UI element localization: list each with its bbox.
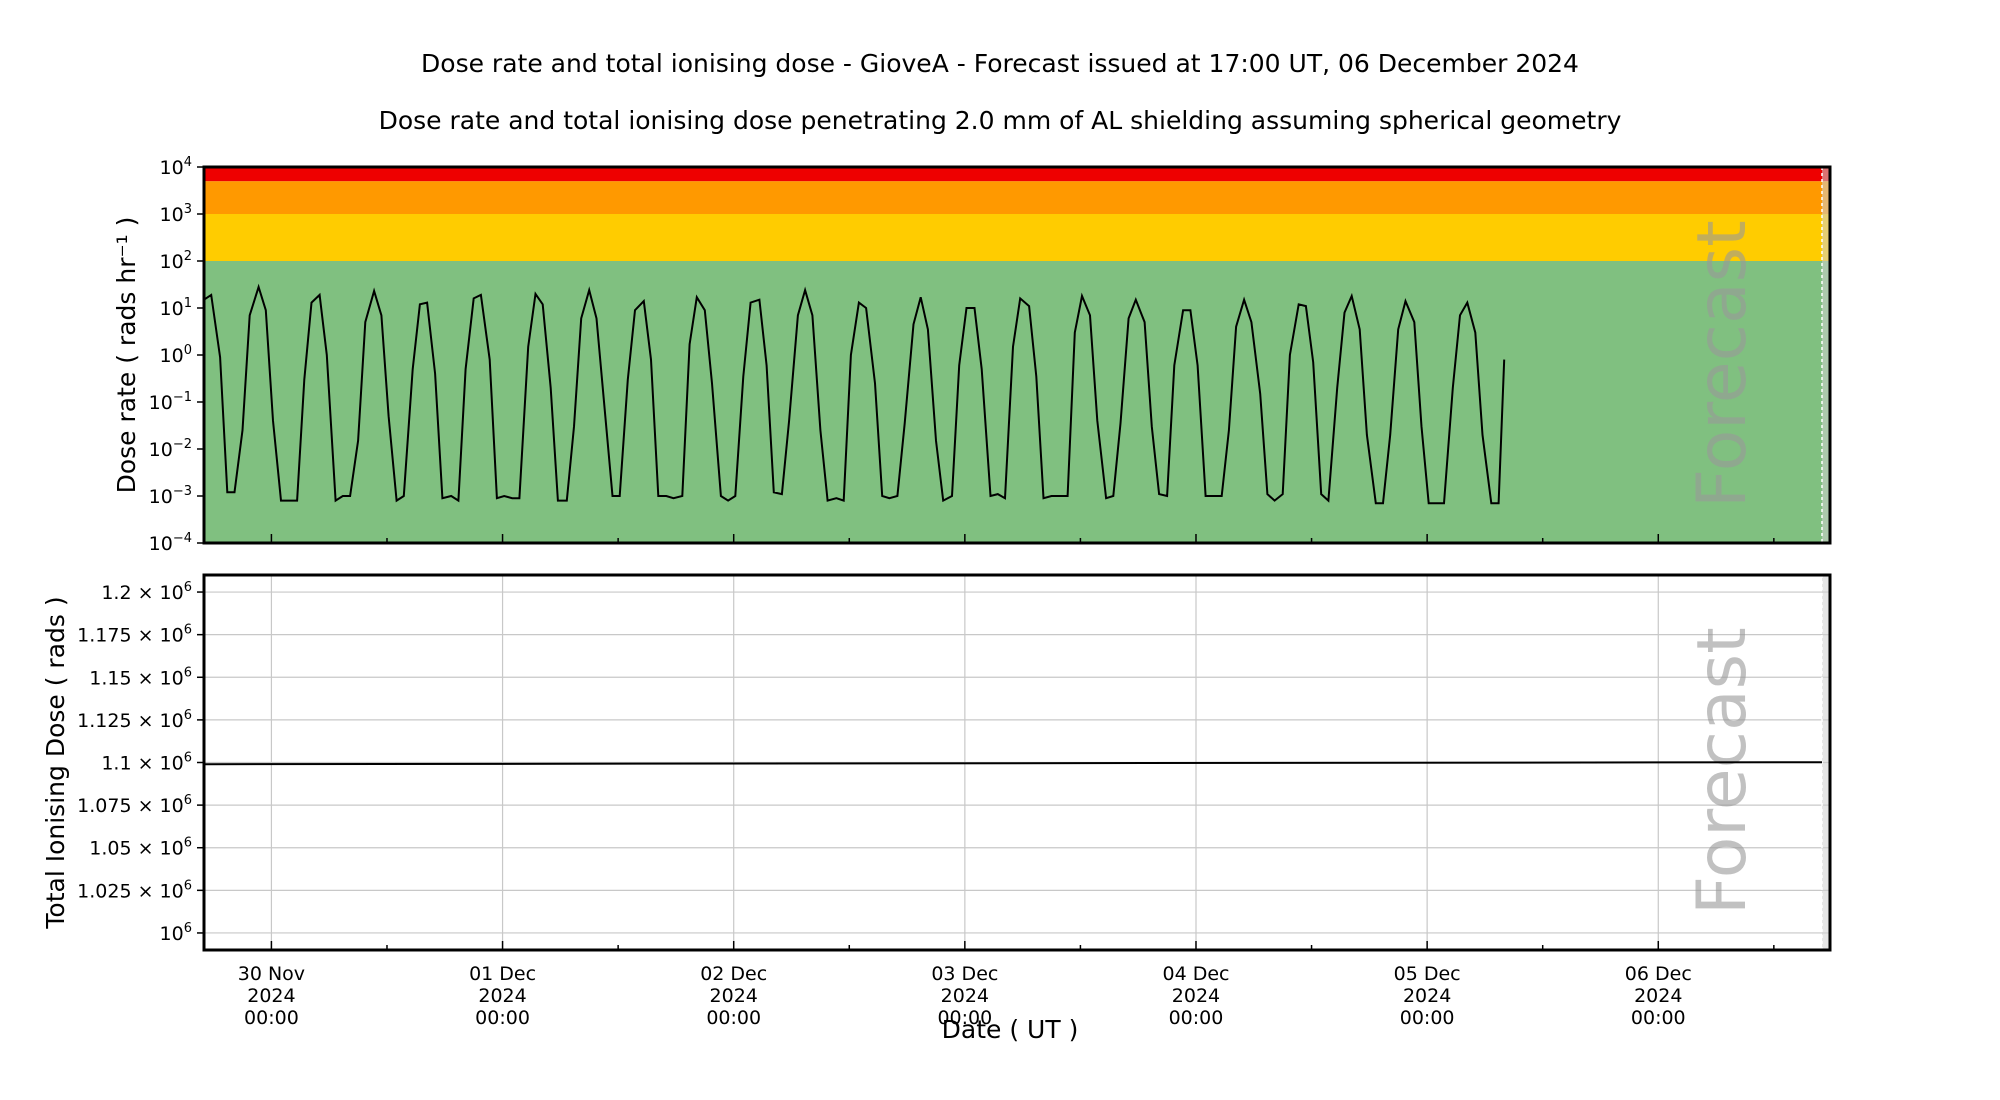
x-tick-label-date: 06 Dec [1625, 963, 1692, 985]
dose-rate-y-tick-label-4: 100 [160, 343, 192, 367]
total-dose-y-tick-label-3: 1.125 × 106 [77, 708, 192, 732]
x-tick-label-date: 02 Dec [700, 963, 767, 985]
total-dose-y-tick-label-1: 1.175 × 106 [77, 623, 192, 647]
total-dose-y-tick-label-8: 106 [160, 921, 192, 945]
total-dose-y-axis-label: Total Ionising Dose ( rads ) [41, 596, 70, 929]
x-tick-label-year: 2024 [1634, 985, 1682, 1007]
threshold-band-3 [204, 167, 1830, 182]
total-dose-y-tick-label-6: 1.05 × 106 [89, 836, 192, 860]
dose-rate-y-tick-label-7: 10−3 [149, 484, 192, 508]
total-dose-line [203, 761, 1823, 766]
dose-rate-y-tick-label-0: 104 [160, 155, 192, 179]
total-dose-forecast-label: Forecast [1683, 627, 1762, 915]
x-tick-label-year: 2024 [1172, 985, 1220, 1007]
x-tick-label-date: 03 Dec [931, 963, 998, 985]
total-dose-forecast-shade [1822, 575, 1830, 950]
total-dose-y-ticks: 1.2 × 106 1.175 × 106 1.15 × 106 1.125 × 10… [77, 580, 204, 945]
x-tick-label-date: 30 Nov [238, 963, 305, 985]
x-tick-label-date: 01 Dec [469, 963, 536, 985]
x-tick-label-year: 2024 [247, 985, 295, 1007]
dose-rate-y-tick-label-8: 10−4 [149, 531, 192, 555]
x-tick-label-year: 2024 [941, 985, 989, 1007]
dose-rate-axes-frame [202, 165, 1832, 545]
x-tick-label-time: 00:00 [244, 1007, 299, 1029]
threshold-band-1 [204, 214, 1830, 261]
total-dose-y-tick-label-4: 1.1 × 106 [101, 751, 192, 775]
chart-title: Dose rate and total ionising dose - Giov… [421, 49, 1579, 78]
threshold-band-0 [204, 261, 1830, 543]
total-dose-y-tick-label-0: 1.2 × 106 [101, 580, 192, 604]
dose-rate-forecast-shade [1822, 167, 1830, 543]
dose-rate-threshold-bands [204, 167, 1830, 543]
x-tick-label-time: 00:00 [1169, 1007, 1224, 1029]
dose-rate-y-tick-label-1: 103 [160, 202, 192, 226]
total-dose-y-tick-label-7: 1.025 × 106 [77, 878, 192, 902]
chart-subtitle: Dose rate and total ionising dose penetr… [379, 106, 1622, 135]
dose-rate-y-tick-label-5: 10−1 [149, 390, 192, 414]
dose-rate-y-axis-label: Dose rate ( rads hr⁻¹ ) [112, 217, 141, 494]
dose-rate-panel: Forecast 104 103 102 101 100 10−1 10−2 10−3 10−4… [112, 155, 1832, 555]
dose-rate-forecast-label: Forecast [1683, 220, 1762, 508]
total-dose-y-tick-label-5: 1.075 × 106 [77, 793, 192, 817]
x-tick-label-time: 00:00 [706, 1007, 761, 1029]
dose-rate-y-tick-label-3: 101 [160, 296, 192, 320]
x-tick-label-date: 04 Dec [1162, 963, 1229, 985]
total-dose-axes-frame [202, 573, 1832, 952]
dose-rate-line [203, 283, 1506, 505]
x-tick-label-year: 2024 [478, 985, 526, 1007]
x-tick-label-time: 00:00 [937, 1007, 992, 1029]
x-axis-label: Date ( UT ) [942, 1015, 1079, 1044]
dose-rate-forecast-region [1821, 167, 1830, 543]
x-tick-label-time: 00:00 [475, 1007, 530, 1029]
x-tick-label-date: 05 Dec [1394, 963, 1461, 985]
threshold-band-2 [204, 181, 1830, 214]
dose-rate-y-tick-label-6: 10−2 [149, 437, 192, 461]
x-tick-label-year: 2024 [710, 985, 758, 1007]
total-dose-y-tick-label-2: 1.15 × 106 [89, 665, 192, 689]
dose-rate-y-tick-label-2: 102 [160, 249, 192, 273]
x-tick-label-time: 00:00 [1631, 1007, 1686, 1029]
x-tick-label-time: 00:00 [1400, 1007, 1455, 1029]
dose-rate-y-ticks: 104 103 102 101 100 10−1 10−2 10−3 10−4 [149, 155, 204, 555]
x-tick-label-year: 2024 [1403, 985, 1451, 1007]
